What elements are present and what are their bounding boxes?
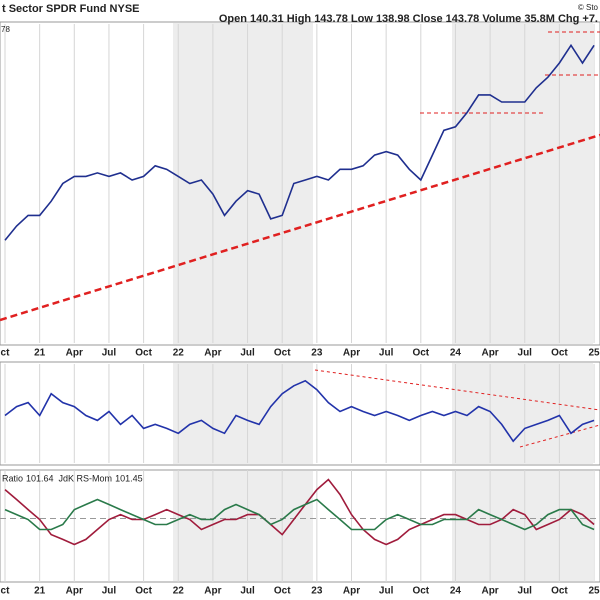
x-tick-label: Oct: [412, 586, 429, 597]
series-line: [4, 498, 595, 531]
x-tick-label: 22: [173, 586, 185, 597]
last-price: 78: [1, 25, 10, 34]
x-tick-label: Jul: [518, 586, 533, 597]
x-tick-label: Jul: [240, 348, 255, 359]
x-tick-label: Apr: [481, 586, 498, 597]
x-tick-label: Oct: [274, 348, 291, 359]
x-tick-label: Jul: [518, 348, 533, 359]
x-tick-label: Oct: [551, 348, 568, 359]
x-tick-label: Oct: [274, 586, 291, 597]
x-tick-label: 25: [588, 348, 600, 359]
legend-value: 101.45: [115, 473, 143, 483]
x-tick-label: 21: [34, 586, 46, 597]
x-tick-label: Apr: [343, 348, 360, 359]
x-tick-label: Oct: [135, 348, 152, 359]
year-shade: [173, 23, 313, 344]
trend-line: [0, 133, 600, 322]
x-tick-label: 23: [311, 348, 323, 359]
x-tick-label: 24: [450, 586, 462, 597]
rs-trend-line: [519, 424, 600, 448]
x-tick-label: 24: [450, 348, 462, 359]
year-shade: [173, 363, 313, 464]
x-tick-label: Apr: [343, 586, 360, 597]
x-tick-label: Apr: [481, 348, 498, 359]
x-tick-label: Jul: [102, 348, 117, 359]
series-line: [4, 379, 595, 443]
x-tick-label: ct: [1, 586, 11, 597]
x-tick-label: 23: [311, 586, 323, 597]
x-tick-label: Apr: [204, 348, 221, 359]
series-line: [4, 478, 595, 546]
x-tick-label: Jul: [379, 586, 394, 597]
legend-value: 101.64: [26, 473, 54, 483]
x-tick-label: Oct: [551, 586, 568, 597]
x-tick-label: 25: [588, 586, 600, 597]
x-tick-label: Jul: [102, 586, 117, 597]
year-shade: [173, 471, 313, 581]
year-shade: [452, 23, 593, 344]
x-tick-label: ct: [1, 348, 11, 359]
series-line: [4, 43, 595, 241]
x-tick-label: Oct: [135, 586, 152, 597]
x-tick-label: Jul: [379, 348, 394, 359]
credit: © Sto: [578, 3, 599, 12]
legend-name: JdK RS-Mom: [59, 473, 113, 483]
x-tick-label: Apr: [66, 586, 83, 597]
year-shade: [452, 471, 593, 581]
quote: Open 140.31 High 143.78 Low 138.98 Close…: [219, 13, 598, 25]
chart-title: t Sector SPDR Fund NYSE: [2, 3, 140, 15]
x-tick-label: Apr: [204, 586, 221, 597]
year-shade: [452, 363, 593, 464]
x-tick-label: Jul: [240, 586, 255, 597]
x-tick-label: Apr: [66, 348, 83, 359]
x-tick-label: 22: [173, 348, 185, 359]
x-tick-label: 21: [34, 348, 46, 359]
x-tick-label: Oct: [412, 348, 429, 359]
legend-name: Ratio: [2, 473, 23, 483]
